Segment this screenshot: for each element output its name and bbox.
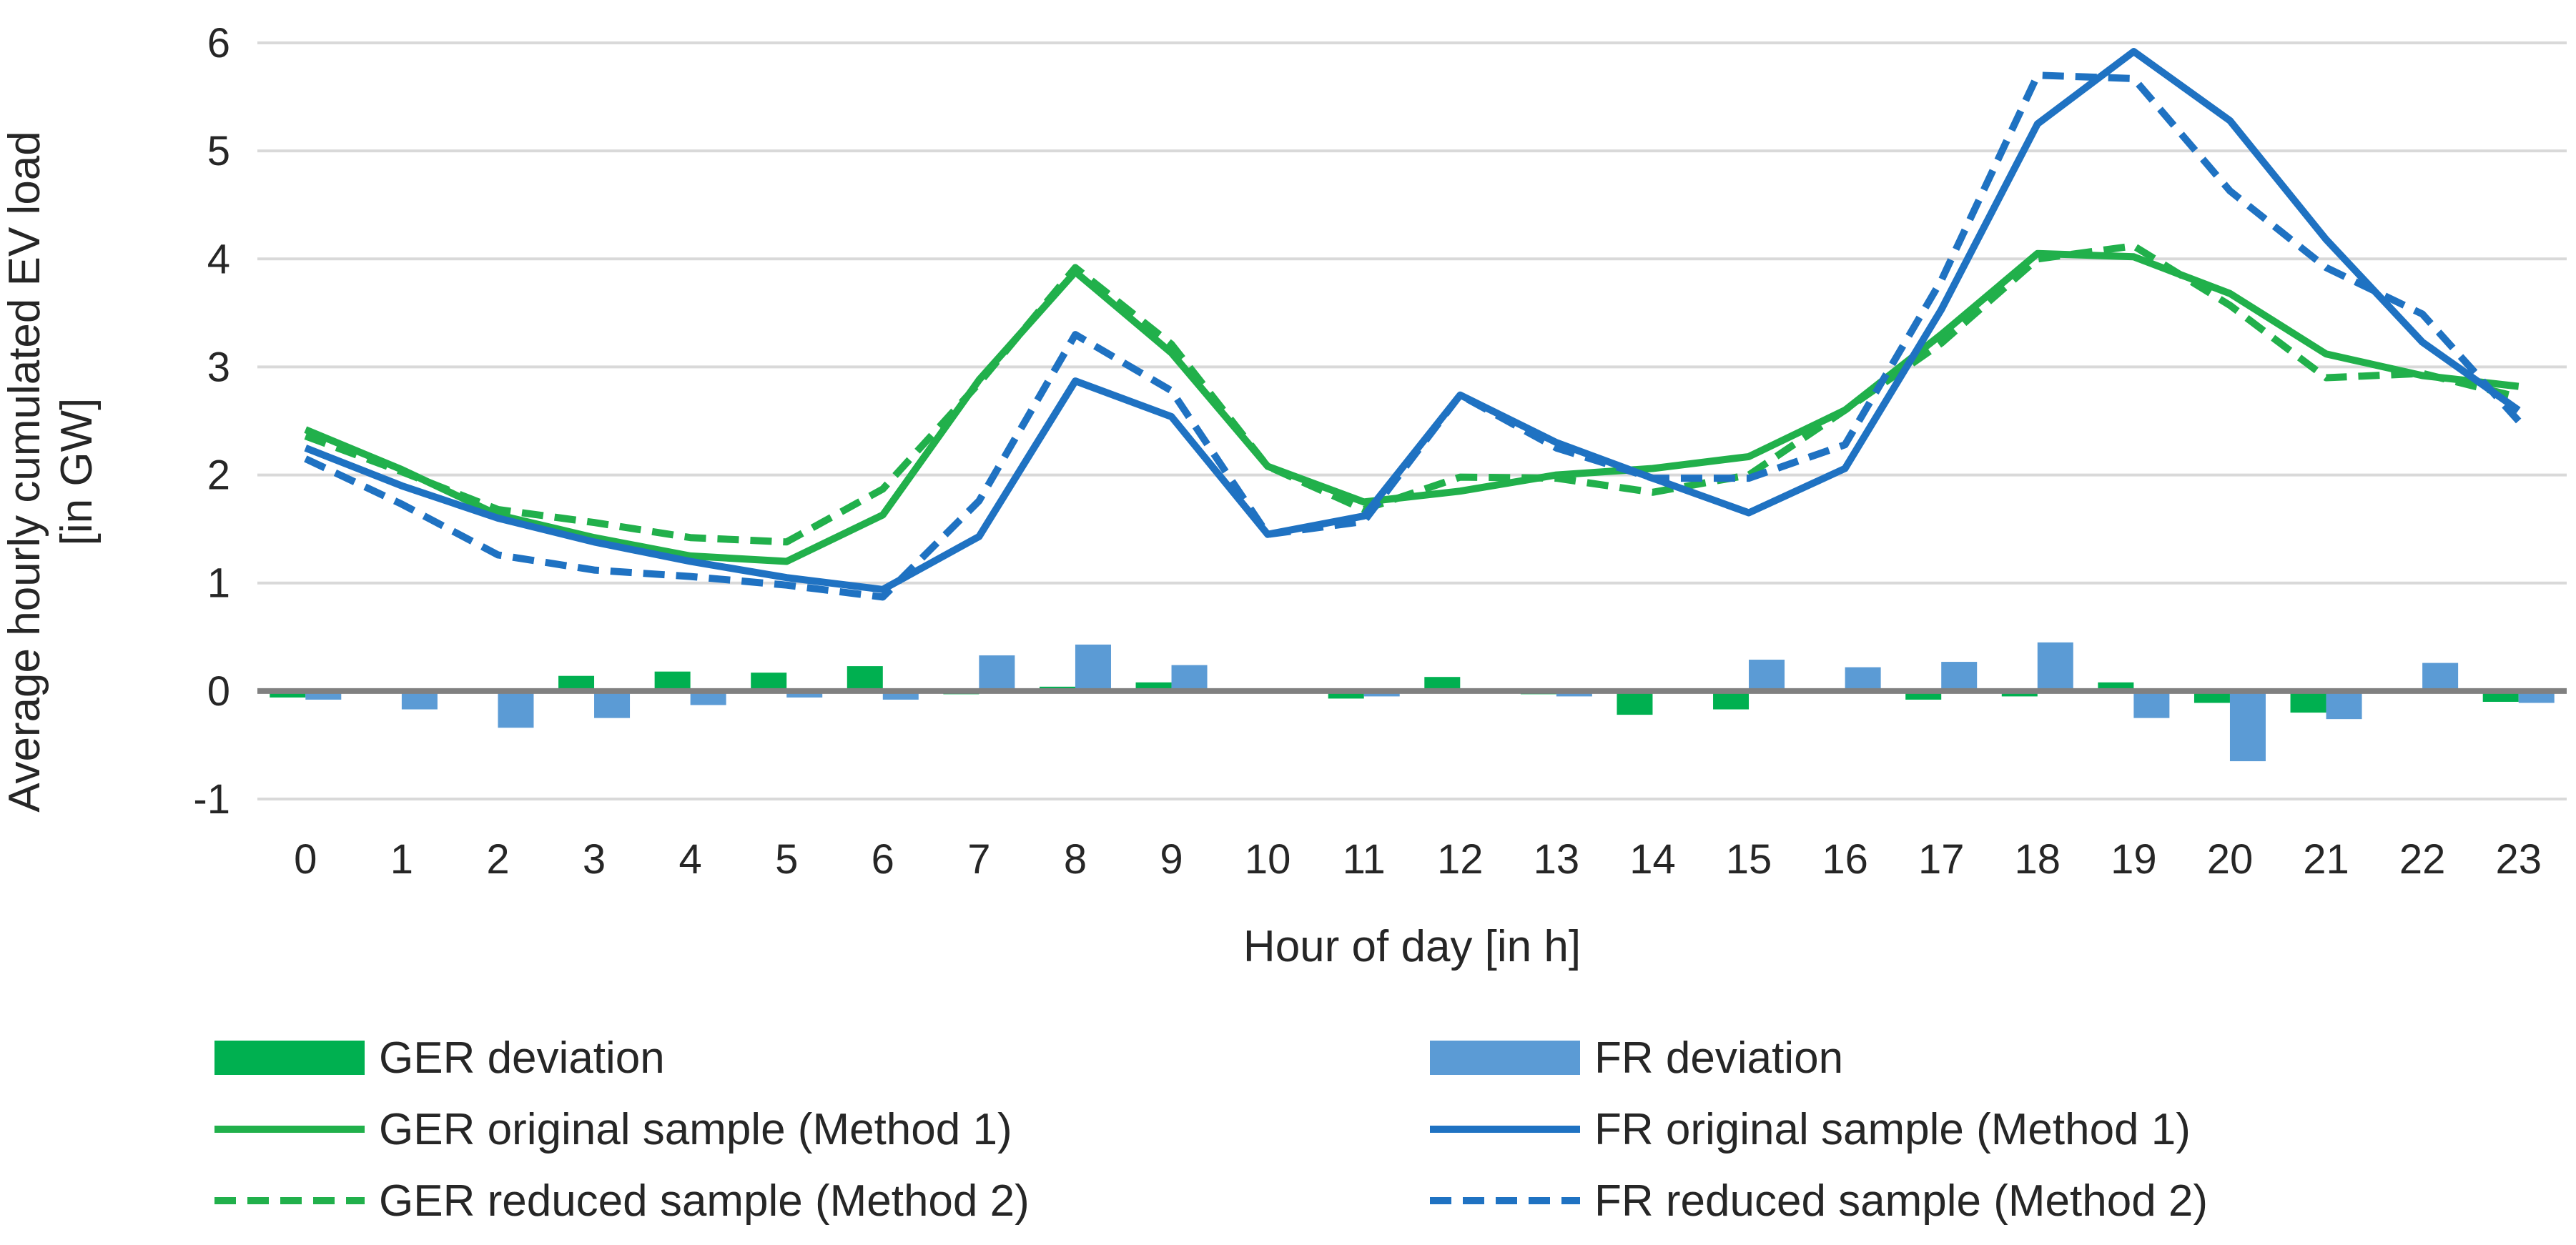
x-tick-label-14: 14: [1629, 836, 1676, 883]
y-tick-label-1: 1: [207, 560, 230, 607]
fr-deviation-bar-18: [2037, 642, 2073, 691]
x-tick-label-7: 7: [967, 836, 990, 883]
legend-label-ger-reduced-sample-method-2: GER reduced sample (Method 2): [379, 1176, 1030, 1226]
y-axis-title-line-1: Average hourly cumulated EV load: [0, 131, 49, 813]
fr-deviation-bar-2: [498, 690, 534, 728]
ger-deviation-bar-20: [2193, 690, 2230, 703]
x-tick-label-20: 20: [2207, 836, 2254, 883]
x-tick-label-15: 15: [1726, 836, 1772, 883]
bars: [270, 642, 2555, 762]
ger-reduced-sample-method-2-line: [304, 242, 2520, 546]
fr-deviation-bar-17: [1941, 662, 1978, 691]
fr-deviation-bar-20: [2229, 690, 2266, 762]
x-tick-label-16: 16: [1822, 836, 1868, 883]
fr-deviation-bar-3: [594, 690, 631, 718]
fr-deviation-bar-22: [2422, 663, 2459, 691]
ger-deviation-bar-12: [1424, 677, 1461, 691]
x-tick-label-6: 6: [872, 836, 894, 883]
y-tick-label-3: 3: [207, 344, 230, 390]
y-tick-label-2: 2: [207, 452, 230, 499]
ger-deviation-bar-6: [847, 666, 883, 691]
fr-deviation-bar-21: [2326, 690, 2362, 720]
x-tick-label-11: 11: [1343, 836, 1386, 883]
fr-deviation-bar-16: [1845, 667, 1881, 691]
x-tick-label-22: 22: [2399, 836, 2446, 883]
x-tick-label-12: 12: [1437, 836, 1484, 883]
fr-deviation-bar-1: [401, 690, 438, 710]
fr-deviation-bar-15: [1749, 660, 1785, 691]
y-tick-label-0: 0: [207, 668, 230, 715]
ger-original-sample-method-1-line: [304, 249, 2520, 565]
fr-deviation-bar-7: [979, 655, 1015, 691]
legend-swatch-fr-deviation: [1430, 1041, 1580, 1075]
x-tick-label-17: 17: [1918, 836, 1965, 883]
ger-deviation-bar-0: [270, 690, 306, 698]
ger-deviation-bar-11: [1328, 690, 1364, 699]
legend-label-fr-original-sample-method-1: FR original sample (Method 1): [1594, 1105, 2191, 1154]
fr-deviation-bar-19: [2133, 690, 2170, 718]
x-tick-label-1: 1: [390, 836, 413, 883]
x-tick-label-4: 4: [678, 836, 701, 883]
x-tick-label-19: 19: [2111, 836, 2157, 883]
fr-deviation-bar-8: [1075, 644, 1111, 691]
fr-deviation-bar-9: [1171, 665, 1208, 691]
fr-deviation-bar-23: [2518, 690, 2555, 703]
x-tick-label-2: 2: [486, 836, 509, 883]
y-axis-title-line-2: [in GW]: [52, 398, 102, 546]
legend-label-ger-deviation: GER deviation: [379, 1033, 665, 1083]
x-tick-label-9: 9: [1160, 836, 1183, 883]
ger-deviation-bar-3: [558, 675, 595, 691]
x-tick-label-13: 13: [1534, 836, 1580, 883]
x-axis-title: Hour of day [in h]: [1243, 922, 1581, 971]
fr-reduced-sample-method-2-line: [304, 71, 2522, 601]
x-tick-label-8: 8: [1064, 836, 1087, 883]
x-tick-label-5: 5: [775, 836, 798, 883]
legend-label-ger-original-sample-method-1: GER original sample (Method 1): [379, 1105, 1012, 1154]
y-tick-labels: -1 0 1 2 3 4 5 6: [193, 20, 230, 823]
y-tick-label-4: 4: [207, 236, 230, 282]
ger-deviation-bar-5: [751, 673, 787, 691]
legend-swatch-ger-deviation: [214, 1041, 365, 1075]
y-tick-label-6: 6: [207, 20, 230, 66]
ger-deviation-bar-15: [1713, 690, 1750, 710]
x-tick-label-0: 0: [294, 836, 317, 883]
series-lines: [304, 48, 2522, 601]
ger-deviation-bar-21: [2290, 690, 2326, 713]
x-tick-label-18: 18: [2015, 836, 2061, 883]
x-tick-label-21: 21: [2303, 836, 2349, 883]
gridlines: [257, 41, 2567, 800]
legend: GER deviation FR deviation GER original sa…: [214, 1033, 2208, 1226]
ger-deviation-bar-4: [654, 671, 691, 691]
legend-label-fr-reduced-sample-method-2: FR reduced sample (Method 2): [1594, 1176, 2208, 1226]
legend-label-fr-deviation: FR deviation: [1594, 1033, 1843, 1083]
x-tick-labels: 0 1 2 3 4 5 6 7 8 9 10 11 12 13 14 15 16 17 18 19 20 21 22 23: [294, 836, 2542, 883]
fr-deviation-bar-5: [786, 690, 823, 698]
x-tick-label-10: 10: [1245, 836, 1291, 883]
x-tick-label-23: 23: [2495, 836, 2542, 883]
ger-deviation-bar-14: [1617, 690, 1653, 715]
y-tick-label-5: 5: [207, 128, 230, 174]
fr-deviation-bar-4: [690, 690, 726, 705]
y-tick-label--1: -1: [193, 776, 230, 823]
x-tick-label-3: 3: [583, 836, 606, 883]
fr-original-sample-method-1-line: [304, 48, 2521, 593]
